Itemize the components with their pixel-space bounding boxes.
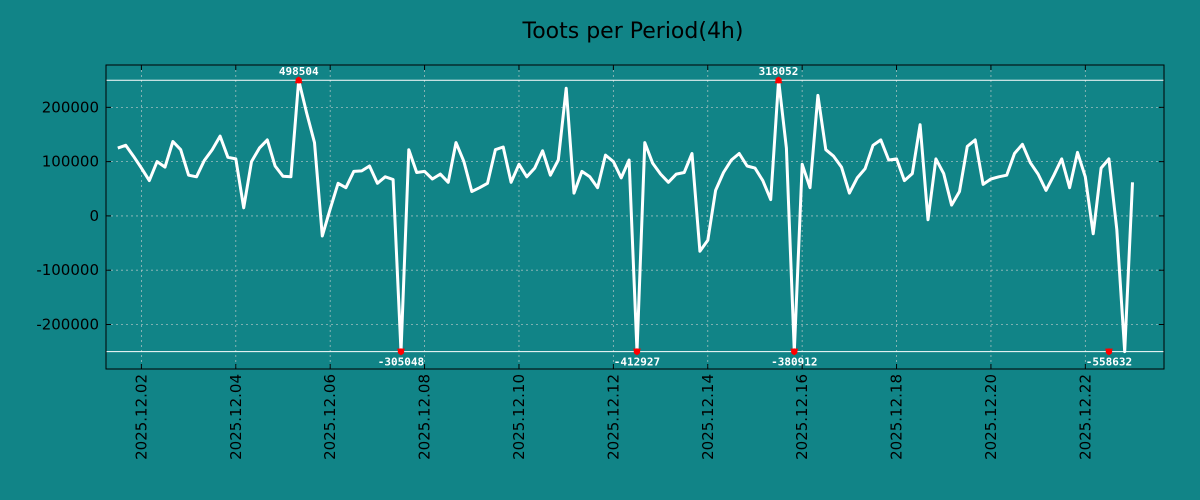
x-tick-label: 2025.12.14 — [699, 374, 717, 460]
x-tick-label: 2025.12.02 — [132, 374, 150, 460]
grid — [106, 65, 1164, 369]
annotation-marker-dot — [775, 77, 782, 84]
series-line-toots — [117, 78, 1134, 354]
annotation-marker-dot — [295, 77, 302, 84]
series — [117, 78, 1134, 354]
axes — [105, 64, 1165, 370]
annotation-marker-dot — [791, 348, 798, 355]
y-axis: 200000 100000 0 -100000 -200000 — [36, 98, 1164, 333]
annotation-label: -305048 — [378, 356, 424, 369]
chart-title: Toots per Period(4h) — [522, 19, 744, 44]
x-tick-label: 2025.12.16 — [793, 374, 811, 460]
annotations: 498504 318052 -305048 -412927 -380912 -558632 — [279, 65, 1132, 368]
x-tick-label: 2025.12.22 — [1076, 374, 1094, 460]
y-tick-label: 0 — [89, 207, 99, 225]
x-tick-label: 2025.12.12 — [604, 374, 622, 460]
annotation-marker-dot — [1105, 348, 1113, 355]
annotation-label: -412927 — [614, 356, 660, 369]
x-tick-label: 2025.12.04 — [227, 374, 245, 460]
x-tick-label: 2025.12.06 — [321, 374, 339, 460]
y-tick-label: -200000 — [36, 315, 99, 333]
annotation-marker-dot — [397, 348, 405, 355]
y-tick-label: 200000 — [42, 98, 99, 116]
markers — [294, 76, 1113, 356]
x-axis: 2025.12.02 2025.12.04 2025.12.06 2025.12.08… — [132, 65, 1094, 460]
annotation-label: -558632 — [1086, 356, 1132, 369]
y-tick-label: -100000 — [36, 261, 99, 279]
x-tick-label: 2025.12.18 — [888, 374, 906, 460]
x-tick-label: 2025.12.08 — [416, 374, 434, 460]
x-tick-label: 2025.12.10 — [510, 374, 528, 460]
annotation-marker-dot — [633, 348, 641, 355]
annotation-label: 498504 — [279, 65, 319, 78]
annotation-label: -380912 — [771, 356, 817, 369]
annotation-label: 318052 — [759, 65, 799, 78]
plot-frame — [105, 64, 1165, 370]
x-tick-label: 2025.12.20 — [982, 374, 1000, 460]
y-tick-label: 100000 — [42, 153, 99, 171]
